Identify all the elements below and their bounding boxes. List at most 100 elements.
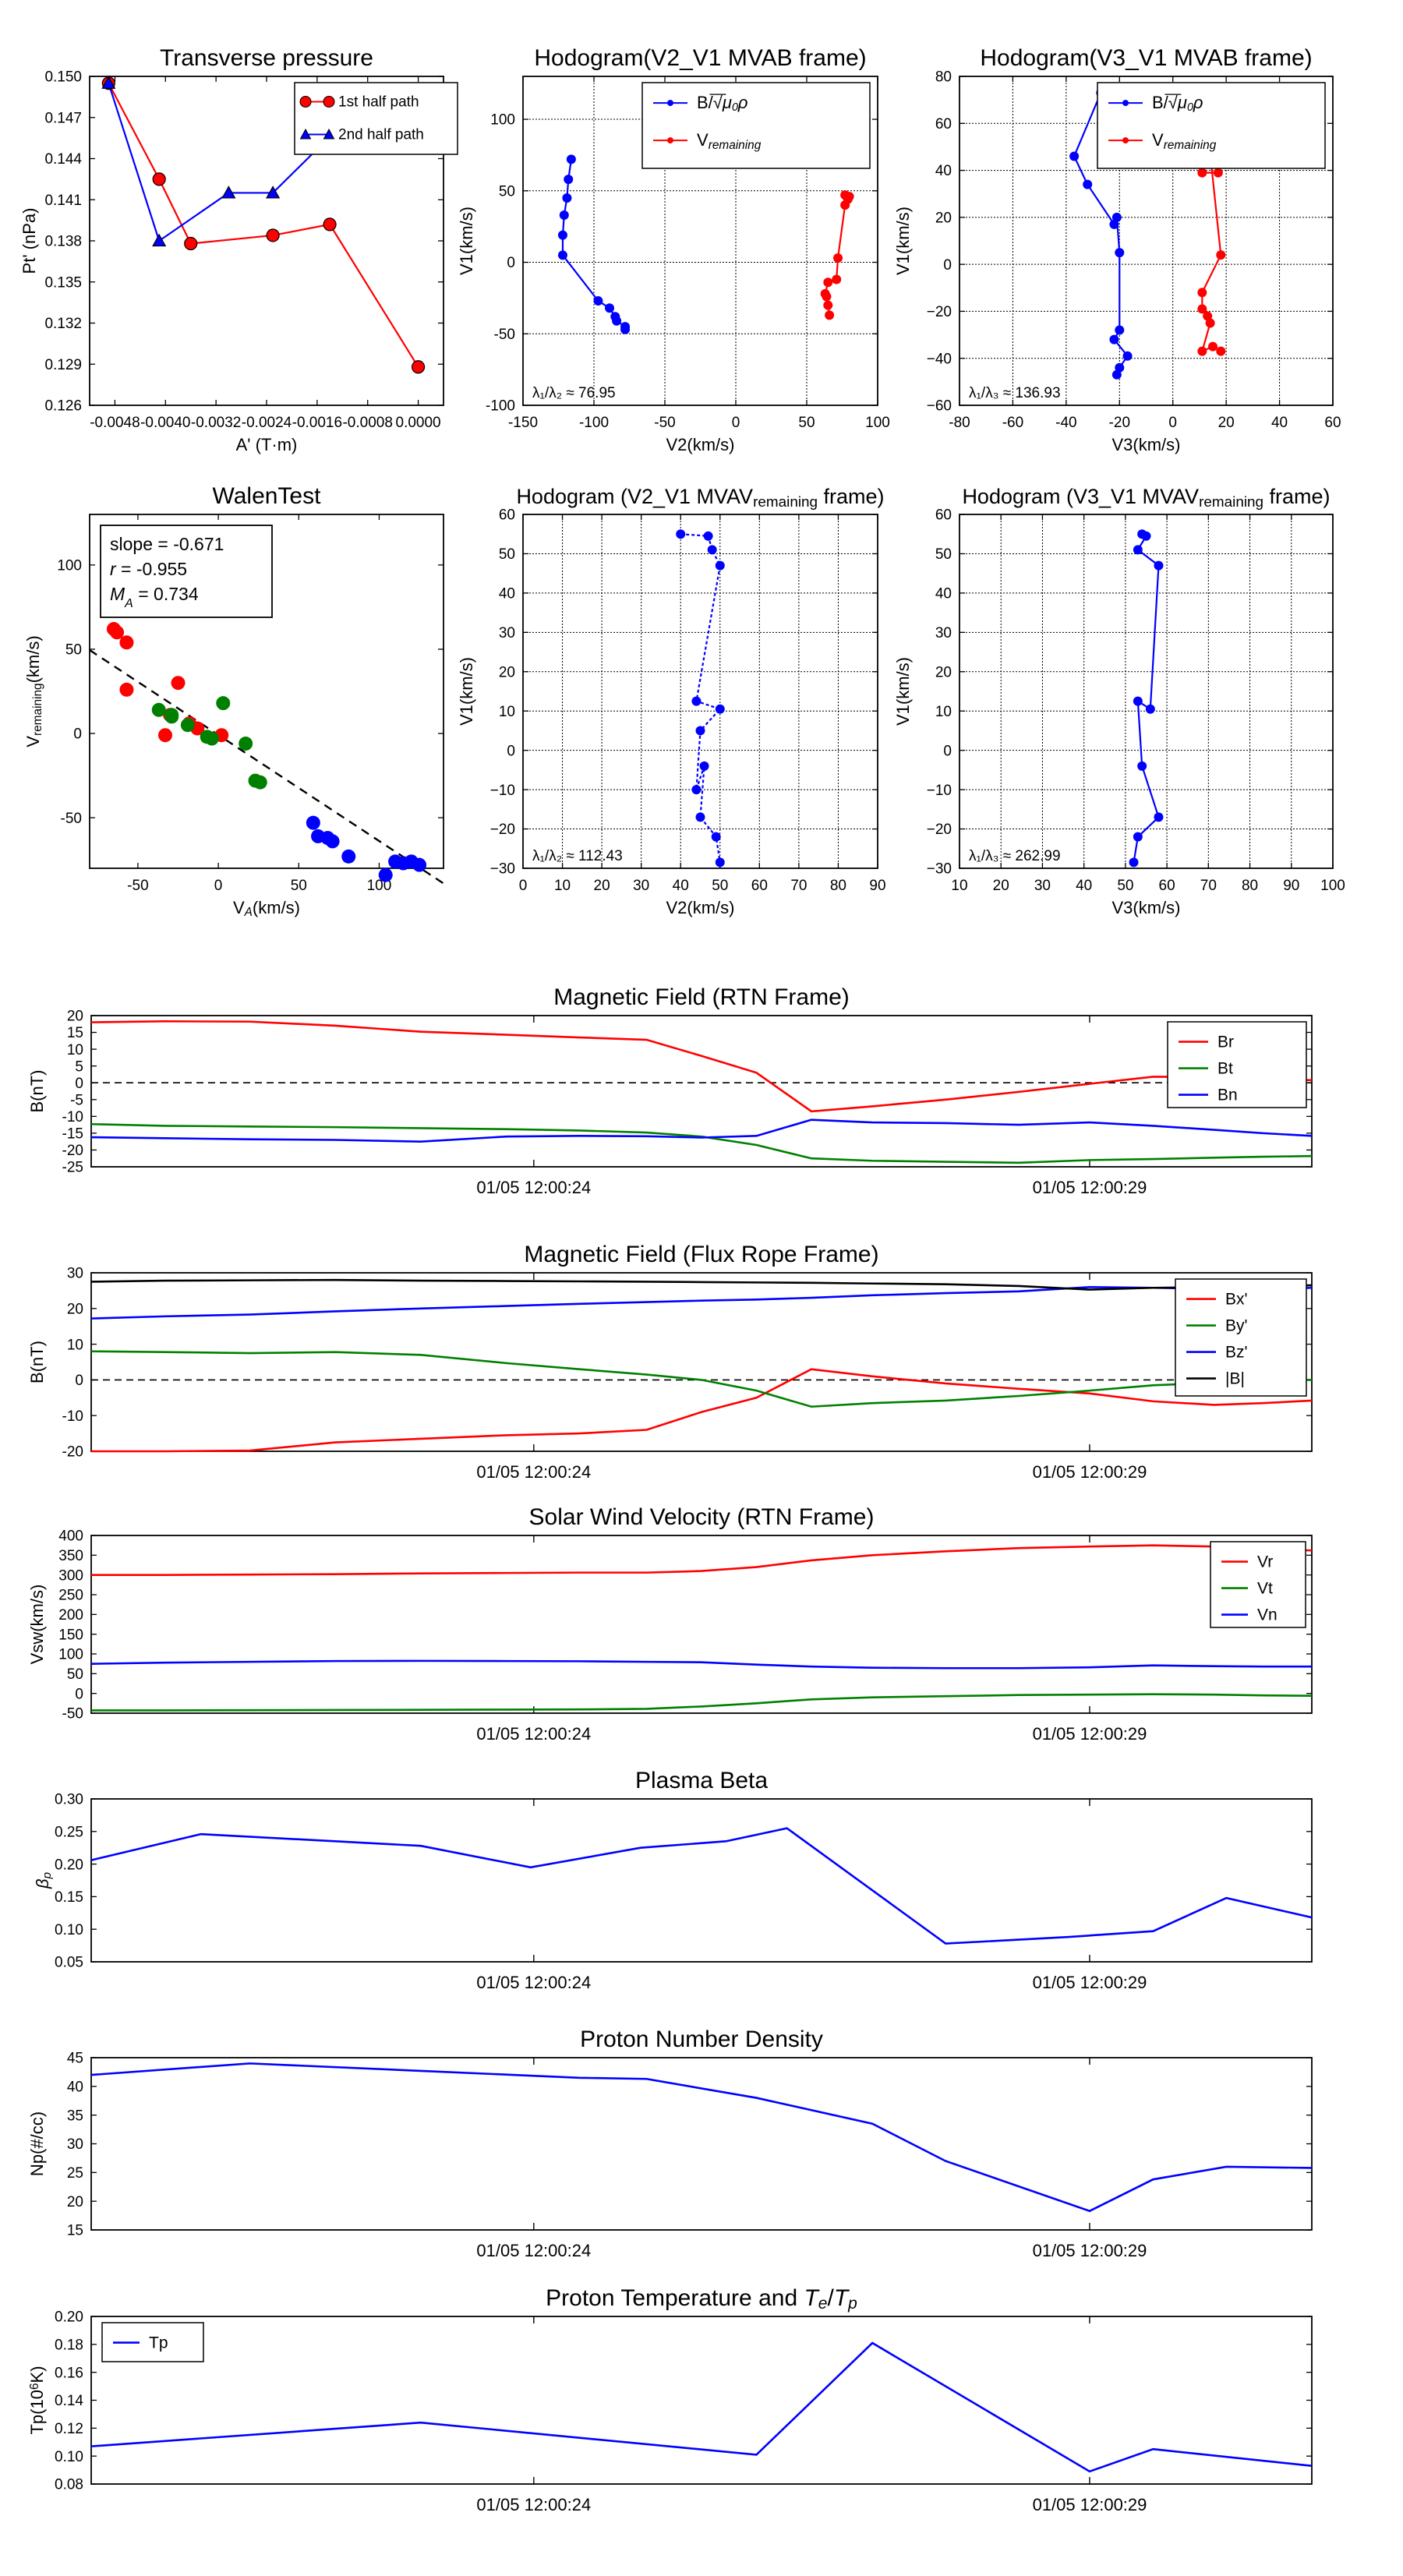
svg-text:−20: −20	[927, 822, 952, 838]
svg-text:30: 30	[499, 625, 515, 641]
svg-text:Magnetic Field (Flux Rope Fram: Magnetic Field (Flux Rope Frame)	[524, 1242, 878, 1267]
svg-text:-80: -80	[949, 415, 970, 431]
svg-text:Hodogram(V2_V1 MVAB frame): Hodogram(V2_V1 MVAB frame)	[534, 45, 866, 71]
svg-text:Solar Wind Velocity (RTN Frame: Solar Wind Velocity (RTN Frame)	[529, 1504, 875, 1530]
svg-text:V3(km/s): V3(km/s)	[1112, 898, 1181, 917]
svg-text:-10: -10	[62, 1408, 83, 1425]
svg-text:100: 100	[1320, 878, 1345, 894]
svg-text:0.147: 0.147	[44, 110, 82, 126]
svg-text:-0.0024: -0.0024	[242, 415, 292, 431]
svg-text:50: 50	[935, 546, 952, 563]
svg-text:5: 5	[75, 1058, 83, 1075]
svg-text:Transverse pressure: Transverse pressure	[160, 45, 373, 71]
svg-text:λ₁/λ₃ ≈ 262.99: λ₁/λ₃ ≈ 262.99	[969, 848, 1061, 864]
svg-text:-50: -50	[494, 327, 515, 343]
svg-text:0.129: 0.129	[44, 357, 82, 373]
svg-text:slope = -0.671: slope = -0.671	[110, 534, 224, 554]
svg-text:90: 90	[1283, 878, 1299, 894]
svg-text:Vn: Vn	[1257, 1606, 1278, 1624]
svg-text:0.10: 0.10	[55, 2449, 83, 2465]
svg-text:01/05 12:00:24: 01/05 12:00:24	[476, 2495, 591, 2514]
svg-text:Br: Br	[1217, 1033, 1234, 1051]
svg-text:λ₁/λ₃ ≈ 136.93: λ₁/λ₃ ≈ 136.93	[969, 385, 1061, 401]
svg-text:Plasma Beta: Plasma Beta	[635, 1768, 768, 1793]
svg-text:01/05 12:00:24: 01/05 12:00:24	[476, 1178, 591, 1197]
svg-text:VA(km/s): VA(km/s)	[233, 898, 300, 919]
svg-text:0.14: 0.14	[55, 2393, 83, 2409]
svg-text:10: 10	[67, 1337, 83, 1353]
svg-text:100: 100	[58, 1647, 83, 1663]
svg-text:-40: -40	[1055, 415, 1076, 431]
svg-text:80: 80	[935, 69, 952, 86]
svg-text:20: 20	[935, 210, 952, 227]
svg-text:Tp: Tp	[149, 2334, 168, 2352]
svg-text:-50: -50	[62, 1706, 83, 1723]
svg-text:0: 0	[943, 257, 952, 274]
svg-text:-150: -150	[508, 415, 538, 431]
svg-text:0.20: 0.20	[55, 1857, 83, 1873]
svg-text:0: 0	[75, 1076, 83, 1092]
svg-text:30: 30	[1034, 878, 1051, 894]
svg-text:80: 80	[1242, 878, 1258, 894]
svg-text:-20: -20	[1109, 415, 1130, 431]
svg-text:300: 300	[58, 1567, 83, 1584]
svg-text:−60: −60	[927, 398, 952, 415]
svg-text:0: 0	[1168, 415, 1177, 431]
svg-text:0.138: 0.138	[44, 234, 82, 250]
svg-text:0: 0	[507, 743, 515, 759]
svg-text:-0.0008: -0.0008	[342, 415, 392, 431]
svg-text:01/05 12:00:29: 01/05 12:00:29	[1033, 1178, 1147, 1197]
svg-text:-100: -100	[486, 398, 515, 415]
svg-text:50: 50	[1117, 878, 1133, 894]
svg-text:0.16: 0.16	[55, 2365, 83, 2381]
svg-text:50: 50	[712, 878, 728, 894]
svg-text:−30: −30	[927, 861, 952, 878]
svg-text:350: 350	[58, 1548, 83, 1564]
svg-text:2nd half path: 2nd half path	[338, 127, 424, 143]
svg-text:35: 35	[67, 2108, 83, 2124]
svg-text:90: 90	[869, 878, 885, 894]
svg-text:15: 15	[67, 2223, 83, 2239]
svg-text:30: 30	[633, 878, 649, 894]
svg-text:0.15: 0.15	[55, 1889, 83, 1906]
svg-text:40: 40	[673, 878, 689, 894]
svg-text:Hodogram (V3_V1 MVAVremaining: Hodogram (V3_V1 MVAVremaining frame)	[962, 485, 1330, 511]
svg-text:0.126: 0.126	[44, 398, 82, 415]
svg-text:0.25: 0.25	[55, 1824, 83, 1840]
svg-text:V1(km/s): V1(km/s)	[893, 207, 913, 275]
svg-text:15: 15	[67, 1025, 83, 1041]
svg-text:V2(km/s): V2(km/s)	[666, 435, 735, 454]
svg-text:Tp(106K): Tp(106K)	[27, 2366, 47, 2434]
svg-text:50: 50	[499, 546, 515, 563]
svg-text:0: 0	[943, 743, 952, 759]
svg-text:V1(km/s): V1(km/s)	[457, 657, 476, 726]
svg-text:-10: -10	[62, 1109, 83, 1125]
svg-text:40: 40	[1271, 415, 1288, 431]
svg-text:0: 0	[732, 415, 740, 431]
svg-text:0.18: 0.18	[55, 2337, 83, 2353]
svg-text:45: 45	[67, 2051, 83, 2067]
svg-text:40: 40	[935, 586, 952, 602]
svg-text:0: 0	[214, 878, 223, 894]
svg-text:0: 0	[75, 1686, 83, 1702]
svg-text:70: 70	[1200, 878, 1217, 894]
svg-text:−20: −20	[927, 304, 952, 320]
svg-text:Vr: Vr	[1257, 1553, 1273, 1571]
svg-text:-0.0032: -0.0032	[191, 415, 241, 431]
svg-text:-0.0016: -0.0016	[292, 415, 342, 431]
svg-text:-20: -20	[62, 1444, 83, 1461]
svg-text:0.05: 0.05	[55, 1955, 83, 1971]
svg-text:V3(km/s): V3(km/s)	[1112, 435, 1181, 454]
svg-text:−40: −40	[927, 351, 952, 367]
svg-text:60: 60	[935, 116, 952, 133]
svg-text:01/05 12:00:24: 01/05 12:00:24	[476, 2241, 591, 2260]
svg-text:20: 20	[993, 878, 1009, 894]
svg-text:50: 50	[291, 878, 307, 894]
svg-text:30: 30	[67, 1266, 83, 1282]
svg-text:B(nT): B(nT)	[27, 1341, 47, 1383]
svg-text:−20: −20	[490, 822, 515, 838]
svg-text:0: 0	[507, 255, 515, 271]
svg-text:01/05 12:00:24: 01/05 12:00:24	[476, 1973, 591, 1992]
svg-text:0.0000: 0.0000	[396, 415, 441, 431]
svg-text:10: 10	[67, 1042, 83, 1058]
